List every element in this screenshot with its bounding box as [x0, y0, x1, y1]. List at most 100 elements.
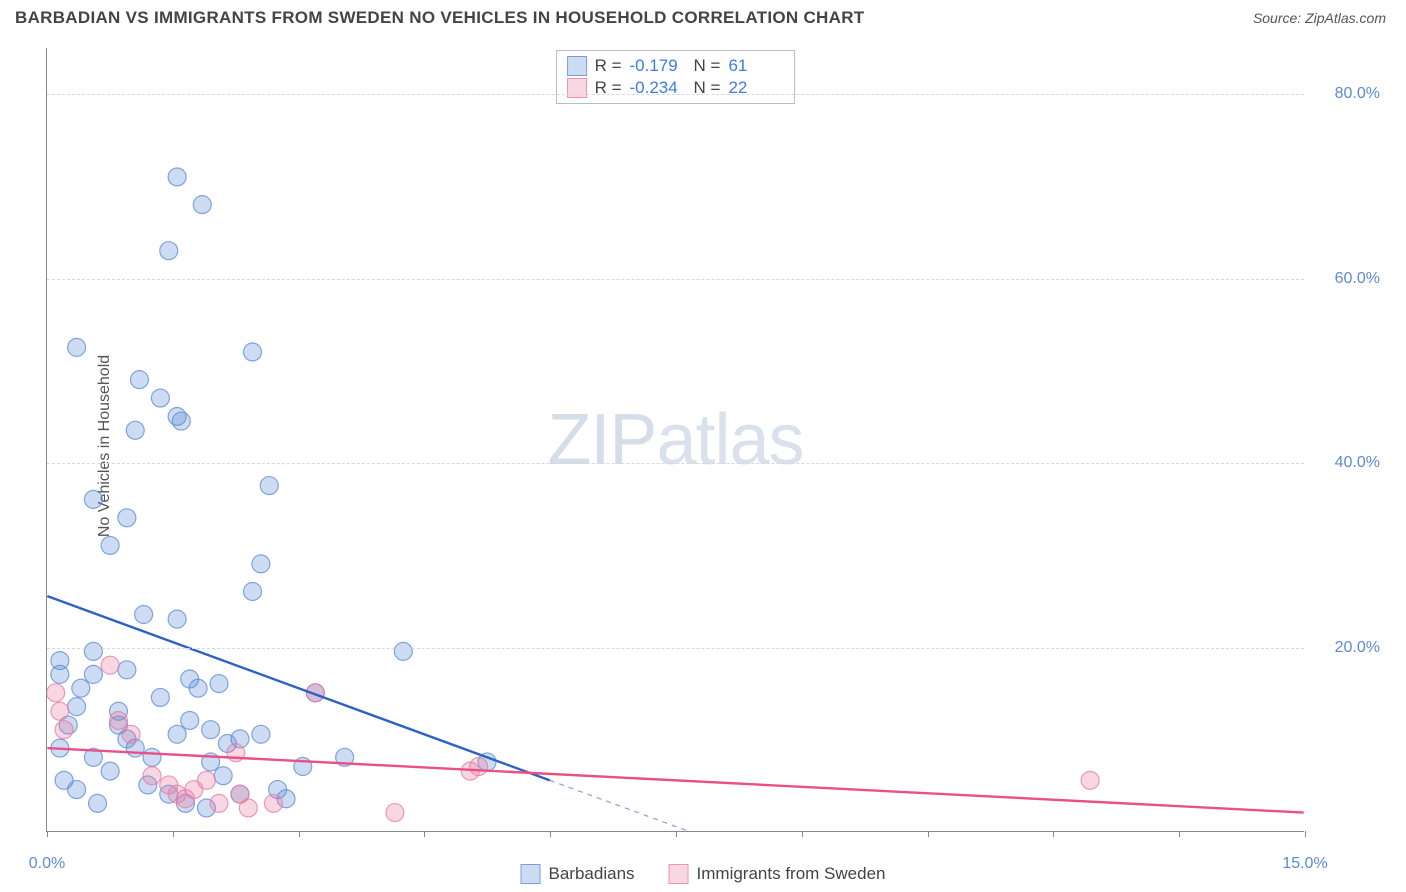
x-tick: [802, 831, 803, 837]
data-point: [264, 794, 282, 812]
data-point: [59, 716, 77, 734]
stats-row-0: R = -0.179 N = 61: [567, 55, 785, 77]
data-point: [110, 711, 128, 729]
stats-legend: R = -0.179 N = 61 R = -0.234 N = 22: [556, 50, 796, 104]
data-point: [51, 739, 69, 757]
data-point: [168, 407, 186, 425]
data-point: [181, 711, 199, 729]
x-tick: [424, 831, 425, 837]
gridline: [47, 648, 1304, 649]
x-tick: [299, 831, 300, 837]
y-tick-label: 60.0%: [1312, 270, 1380, 288]
data-point: [231, 785, 249, 803]
x-tick: [1179, 831, 1180, 837]
data-point: [1081, 771, 1099, 789]
x-tick: [676, 831, 677, 837]
data-point: [202, 721, 220, 739]
data-point: [51, 665, 69, 683]
data-point: [51, 652, 69, 670]
data-point: [193, 196, 211, 214]
data-point: [151, 688, 169, 706]
data-point: [139, 776, 157, 794]
n-value: 61: [728, 56, 784, 76]
data-point: [185, 781, 203, 799]
watermark-atlas: atlas: [656, 400, 803, 480]
x-tick: [550, 831, 551, 837]
data-point: [84, 642, 102, 660]
data-point: [47, 684, 65, 702]
data-point: [294, 758, 312, 776]
data-point: [101, 656, 119, 674]
data-point: [252, 555, 270, 573]
bottom-legend: Barbadians Immigrants from Sweden: [521, 864, 886, 884]
data-point: [202, 753, 220, 771]
swatch-icon: [669, 864, 689, 884]
data-point: [110, 702, 128, 720]
data-point: [160, 242, 178, 260]
data-point: [277, 790, 295, 808]
trend-line: [47, 596, 550, 780]
watermark: ZIPatlas: [547, 399, 803, 481]
swatch-icon: [521, 864, 541, 884]
data-point: [68, 338, 86, 356]
data-point: [478, 753, 496, 771]
chart-header: BARBADIAN VS IMMIGRANTS FROM SWEDEN NO V…: [0, 0, 1406, 32]
chart-title: BARBADIAN VS IMMIGRANTS FROM SWEDEN NO V…: [15, 8, 864, 28]
y-tick-label: 20.0%: [1312, 639, 1380, 657]
data-point: [218, 734, 236, 752]
legend-label: Immigrants from Sweden: [697, 864, 886, 884]
gridline: [47, 94, 1304, 95]
data-point: [168, 725, 186, 743]
data-point: [252, 725, 270, 743]
data-point: [89, 794, 107, 812]
data-point: [68, 781, 86, 799]
data-point: [177, 790, 195, 808]
x-tick-label: 0.0%: [29, 855, 65, 873]
legend-label: Barbadians: [549, 864, 635, 884]
data-point: [210, 794, 228, 812]
data-point: [110, 716, 128, 734]
data-point: [101, 762, 119, 780]
data-point: [336, 748, 354, 766]
data-point: [84, 665, 102, 683]
legend-item-1: Immigrants from Sweden: [669, 864, 886, 884]
data-point: [306, 684, 324, 702]
data-point: [160, 785, 178, 803]
trend-line-dashed: [550, 780, 688, 831]
y-tick-label: 80.0%: [1312, 85, 1380, 103]
data-point: [68, 698, 86, 716]
gridline: [47, 463, 1304, 464]
x-tick: [1305, 831, 1306, 837]
data-point: [394, 642, 412, 660]
swatch-icon: [567, 56, 587, 76]
data-point: [172, 412, 190, 430]
data-point: [210, 675, 228, 693]
data-point: [130, 371, 148, 389]
plot-area: ZIPatlas R = -0.179 N = 61 R = -0.234 N …: [46, 48, 1304, 832]
gridline: [47, 279, 1304, 280]
data-point: [386, 804, 404, 822]
data-point: [197, 771, 215, 789]
data-point: [72, 679, 90, 697]
chart-source: Source: ZipAtlas.com: [1253, 10, 1386, 26]
data-point: [118, 661, 136, 679]
data-point: [197, 799, 215, 817]
data-point: [269, 781, 287, 799]
data-point: [160, 776, 178, 794]
data-point: [135, 606, 153, 624]
n-label: N =: [694, 56, 721, 76]
data-point: [143, 748, 161, 766]
data-point: [118, 509, 136, 527]
chart-svg: [47, 48, 1304, 831]
data-point: [231, 785, 249, 803]
data-point: [84, 490, 102, 508]
x-tick-label: 15.0%: [1282, 855, 1327, 873]
trend-line: [47, 748, 1303, 812]
data-point: [306, 684, 324, 702]
watermark-zip: ZIP: [547, 400, 656, 480]
data-point: [101, 536, 119, 554]
data-point: [214, 767, 232, 785]
data-point: [168, 610, 186, 628]
data-point: [84, 748, 102, 766]
data-point: [470, 758, 488, 776]
